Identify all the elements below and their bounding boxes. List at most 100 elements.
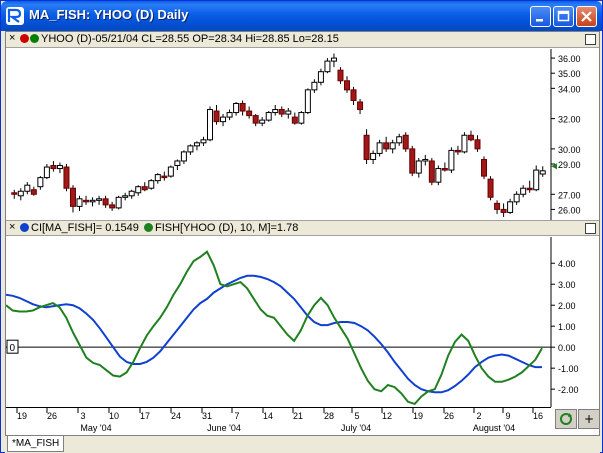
- y-tick-label: 35.00: [558, 69, 581, 79]
- y-tick-label: 3.00: [558, 280, 576, 290]
- candle: [298, 111, 305, 125]
- indicator-chart[interactable]: 4.00 3.00 2.00 1.00 0.00 -1.00 -2.00 0: [6, 237, 599, 407]
- x-month-label: May '04: [80, 423, 111, 433]
- x-month-label: July '04: [341, 423, 371, 433]
- candle: [206, 106, 213, 142]
- candle: [109, 201, 116, 211]
- y-tick-label: 34.00: [558, 84, 581, 94]
- x-tick-label: 7: [234, 411, 239, 421]
- candle: [500, 203, 507, 217]
- candle: [474, 135, 481, 152]
- candle: [187, 144, 194, 155]
- candle: [30, 186, 37, 196]
- price-chart[interactable]: 36.00 35.00 34.00 32.00 30.00 29.00 27.00 26.00: [6, 49, 599, 220]
- candle: [128, 189, 135, 199]
- x-tick-label: 10: [109, 411, 119, 421]
- candle: [454, 145, 461, 155]
- y-tick-label: 2.00: [558, 301, 576, 311]
- candle: [370, 150, 377, 165]
- candle: [11, 189, 18, 199]
- add-pane-button[interactable]: +: [578, 409, 600, 429]
- fish-series-line: [6, 250, 543, 406]
- candle: [37, 176, 44, 190]
- candle: [102, 195, 109, 208]
- x-tick-label: 3: [80, 411, 85, 421]
- candle: [441, 162, 448, 172]
- app-logo-icon: [6, 7, 24, 25]
- candle: [148, 179, 155, 190]
- zero-marker-label: 0: [10, 343, 16, 354]
- y-tick-label: 32.00: [558, 115, 581, 125]
- price-candles: [11, 53, 546, 217]
- x-tick-label: 16: [533, 411, 543, 421]
- window-title: MA_FISH: YHOO (D) Daily: [29, 7, 189, 22]
- candle: [50, 160, 57, 172]
- candle: [259, 117, 266, 127]
- candle: [135, 185, 142, 196]
- y-tick-label: -2.00: [558, 385, 579, 395]
- candle: [252, 114, 259, 127]
- x-month-label: August '04: [473, 423, 515, 433]
- candle: [233, 101, 240, 116]
- x-tick-label: 17: [140, 411, 150, 421]
- minimize-button[interactable]: [530, 6, 551, 27]
- candle: [330, 53, 337, 68]
- candle: [337, 67, 344, 84]
- candle: [96, 195, 103, 205]
- candle: [43, 164, 50, 180]
- candle: [285, 108, 292, 119]
- candle: [291, 112, 298, 125]
- candle: [122, 192, 129, 201]
- candle: [344, 76, 351, 93]
- candle: [357, 98, 364, 115]
- candle: [180, 150, 187, 165]
- candle: [409, 145, 416, 177]
- candle: [154, 173, 161, 184]
- zero-marker-box: [6, 339, 19, 354]
- candle: [539, 166, 546, 177]
- candle: [350, 86, 357, 105]
- candle: [89, 197, 96, 207]
- candle: [428, 157, 435, 186]
- candle: [311, 79, 318, 93]
- candle: [69, 185, 76, 213]
- maximize-button[interactable]: [553, 6, 574, 27]
- price-pane-maximize-icon[interactable]: [585, 34, 596, 45]
- candle: [494, 200, 501, 214]
- candle: [324, 58, 331, 74]
- indicator-y-axis: 4.00 3.00 2.00 1.00 0.00 -1.00 -2.00: [551, 259, 579, 395]
- ci-dot-icon: [20, 223, 29, 232]
- y-tick-label: 30.00: [558, 145, 581, 155]
- x-tick-label: 31: [202, 411, 212, 421]
- candle: [304, 88, 311, 115]
- date-x-axis: 19 26 3 10 17 24 31 7 14 21 28 5 12 19 26 2 9 16 May '04 Ju…: [6, 407, 551, 433]
- candle: [200, 136, 207, 146]
- x-tick-label: 28: [324, 411, 334, 421]
- x-tick-label: 2: [476, 411, 481, 421]
- candle: [415, 157, 422, 178]
- candle: [83, 195, 90, 205]
- price-y-axis: 36.00 35.00 34.00 32.00 30.00 29.00 27.00 26.00: [551, 54, 581, 215]
- candle: [448, 147, 455, 174]
- chart-area[interactable]: × YHOO (D)-05/21/04 CL=28.55 OP=28.34 Hi…: [5, 31, 600, 436]
- candle: [317, 68, 324, 86]
- candle: [17, 188, 24, 201]
- candle: [422, 154, 429, 166]
- candle: [239, 100, 246, 116]
- close-indicator-pane-icon[interactable]: ×: [9, 221, 16, 233]
- y-tick-label: 29.00: [558, 160, 581, 170]
- x-tick-label: 21: [293, 411, 303, 421]
- title-bar[interactable]: MA_FISH: YHOO (D) Daily: [1, 1, 602, 31]
- candle: [467, 130, 474, 142]
- candle: [363, 129, 370, 165]
- close-price-pane-icon[interactable]: ×: [9, 32, 16, 44]
- indicator-pane-maximize-icon[interactable]: [585, 223, 596, 234]
- candle: [246, 106, 253, 119]
- tab-ma-fish[interactable]: *MA_FISH: [7, 436, 65, 452]
- x-tick-label: 9: [505, 411, 510, 421]
- candle: [481, 156, 488, 180]
- refresh-button[interactable]: [555, 409, 577, 429]
- candle: [193, 141, 200, 151]
- close-button[interactable]: [576, 6, 597, 27]
